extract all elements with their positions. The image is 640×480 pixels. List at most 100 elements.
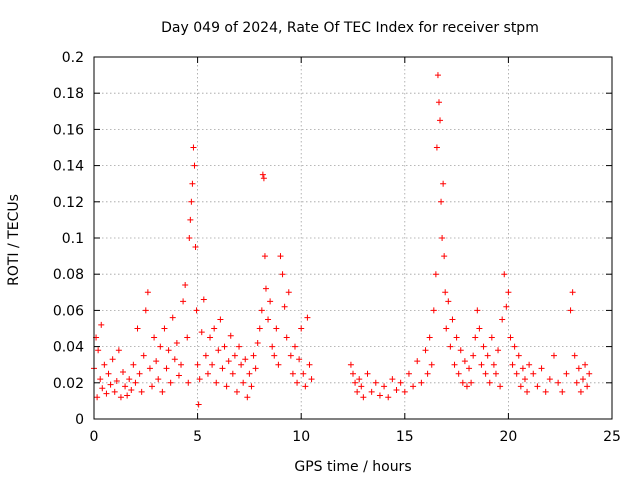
data-point [178,361,185,368]
x-axis-label: GPS time / hours [294,459,411,475]
data-point [435,99,442,106]
data-point [376,392,383,399]
data-point [358,383,365,390]
data-point [381,383,388,390]
data-point [389,376,396,383]
data-point [492,370,499,377]
data-point [385,394,392,401]
data-point [546,376,553,383]
data-point [347,361,354,368]
data-point [113,377,120,384]
data-point [499,316,506,323]
data-point [151,334,158,341]
data-point [434,72,441,79]
data-point [542,388,549,395]
data-point [144,289,151,296]
x-tick-label: 15 [396,429,414,445]
data-point [225,358,232,365]
data-point [204,370,211,377]
data-point [350,370,356,377]
data-point [277,253,284,260]
data-point [296,356,303,363]
data-point [223,383,230,390]
x-tick-label: 10 [292,429,310,445]
data-point [180,298,187,305]
y-tick-label: 0.12 [53,195,84,211]
data-point [534,383,541,390]
x-tick-label: 25 [603,429,621,445]
data-point [265,316,272,323]
data-point [482,370,489,377]
grid-lines [94,57,612,419]
data-point [474,307,481,314]
data-point [517,383,524,390]
data-point [488,334,495,341]
data-point [306,361,313,368]
data-point [484,352,491,359]
data-point [441,253,448,260]
data-point [254,339,261,346]
data-point [169,314,176,321]
data-point [149,383,156,390]
data-point [584,383,591,390]
data-point [209,361,216,368]
data-point [159,388,166,395]
data-point [480,343,487,350]
data-point [472,334,479,341]
data-point [267,298,274,305]
data-point [229,370,236,377]
data-point [291,343,298,350]
data-point [200,296,207,303]
data-point [196,376,203,383]
data-point [582,361,589,368]
data-point [302,383,309,390]
data-point [505,289,512,296]
data-point [397,379,404,386]
data-point [105,370,112,377]
data-point [198,329,205,336]
data-point [186,235,193,241]
data-point [117,394,124,401]
data-point [571,352,578,359]
data-point [356,376,363,383]
data-point [513,370,520,377]
data-point [393,387,400,394]
data-point [146,365,153,372]
data-point [360,394,367,401]
data-point [405,370,412,377]
data-point [519,365,526,372]
data-point [167,379,174,386]
data-point [451,361,458,368]
data-point [155,376,162,383]
data-point [490,361,497,368]
data-point [442,289,449,296]
data-point [559,388,566,395]
y-tick-label: 0.18 [53,86,84,102]
data-point [287,352,294,359]
y-tick-label: 0.14 [53,159,84,175]
data-point [126,376,133,383]
data-point [189,180,196,187]
data-point [511,343,518,350]
data-point [161,325,168,332]
data-point [136,370,143,377]
data-point [509,361,516,368]
data-point [171,356,178,363]
data-point [438,198,445,205]
data-point [244,394,251,401]
data-point [240,379,247,386]
data-point [128,387,135,394]
data-point [575,365,582,372]
data-point [191,162,198,169]
data-point [283,334,290,341]
data-point [101,361,108,368]
data-point [252,365,259,372]
data-point [457,347,464,354]
data-point [259,171,266,178]
data-point [233,388,240,395]
data-point [308,376,315,383]
data-point [524,388,531,395]
data-point [190,144,197,151]
data-point [476,325,483,332]
data-point [573,379,580,386]
